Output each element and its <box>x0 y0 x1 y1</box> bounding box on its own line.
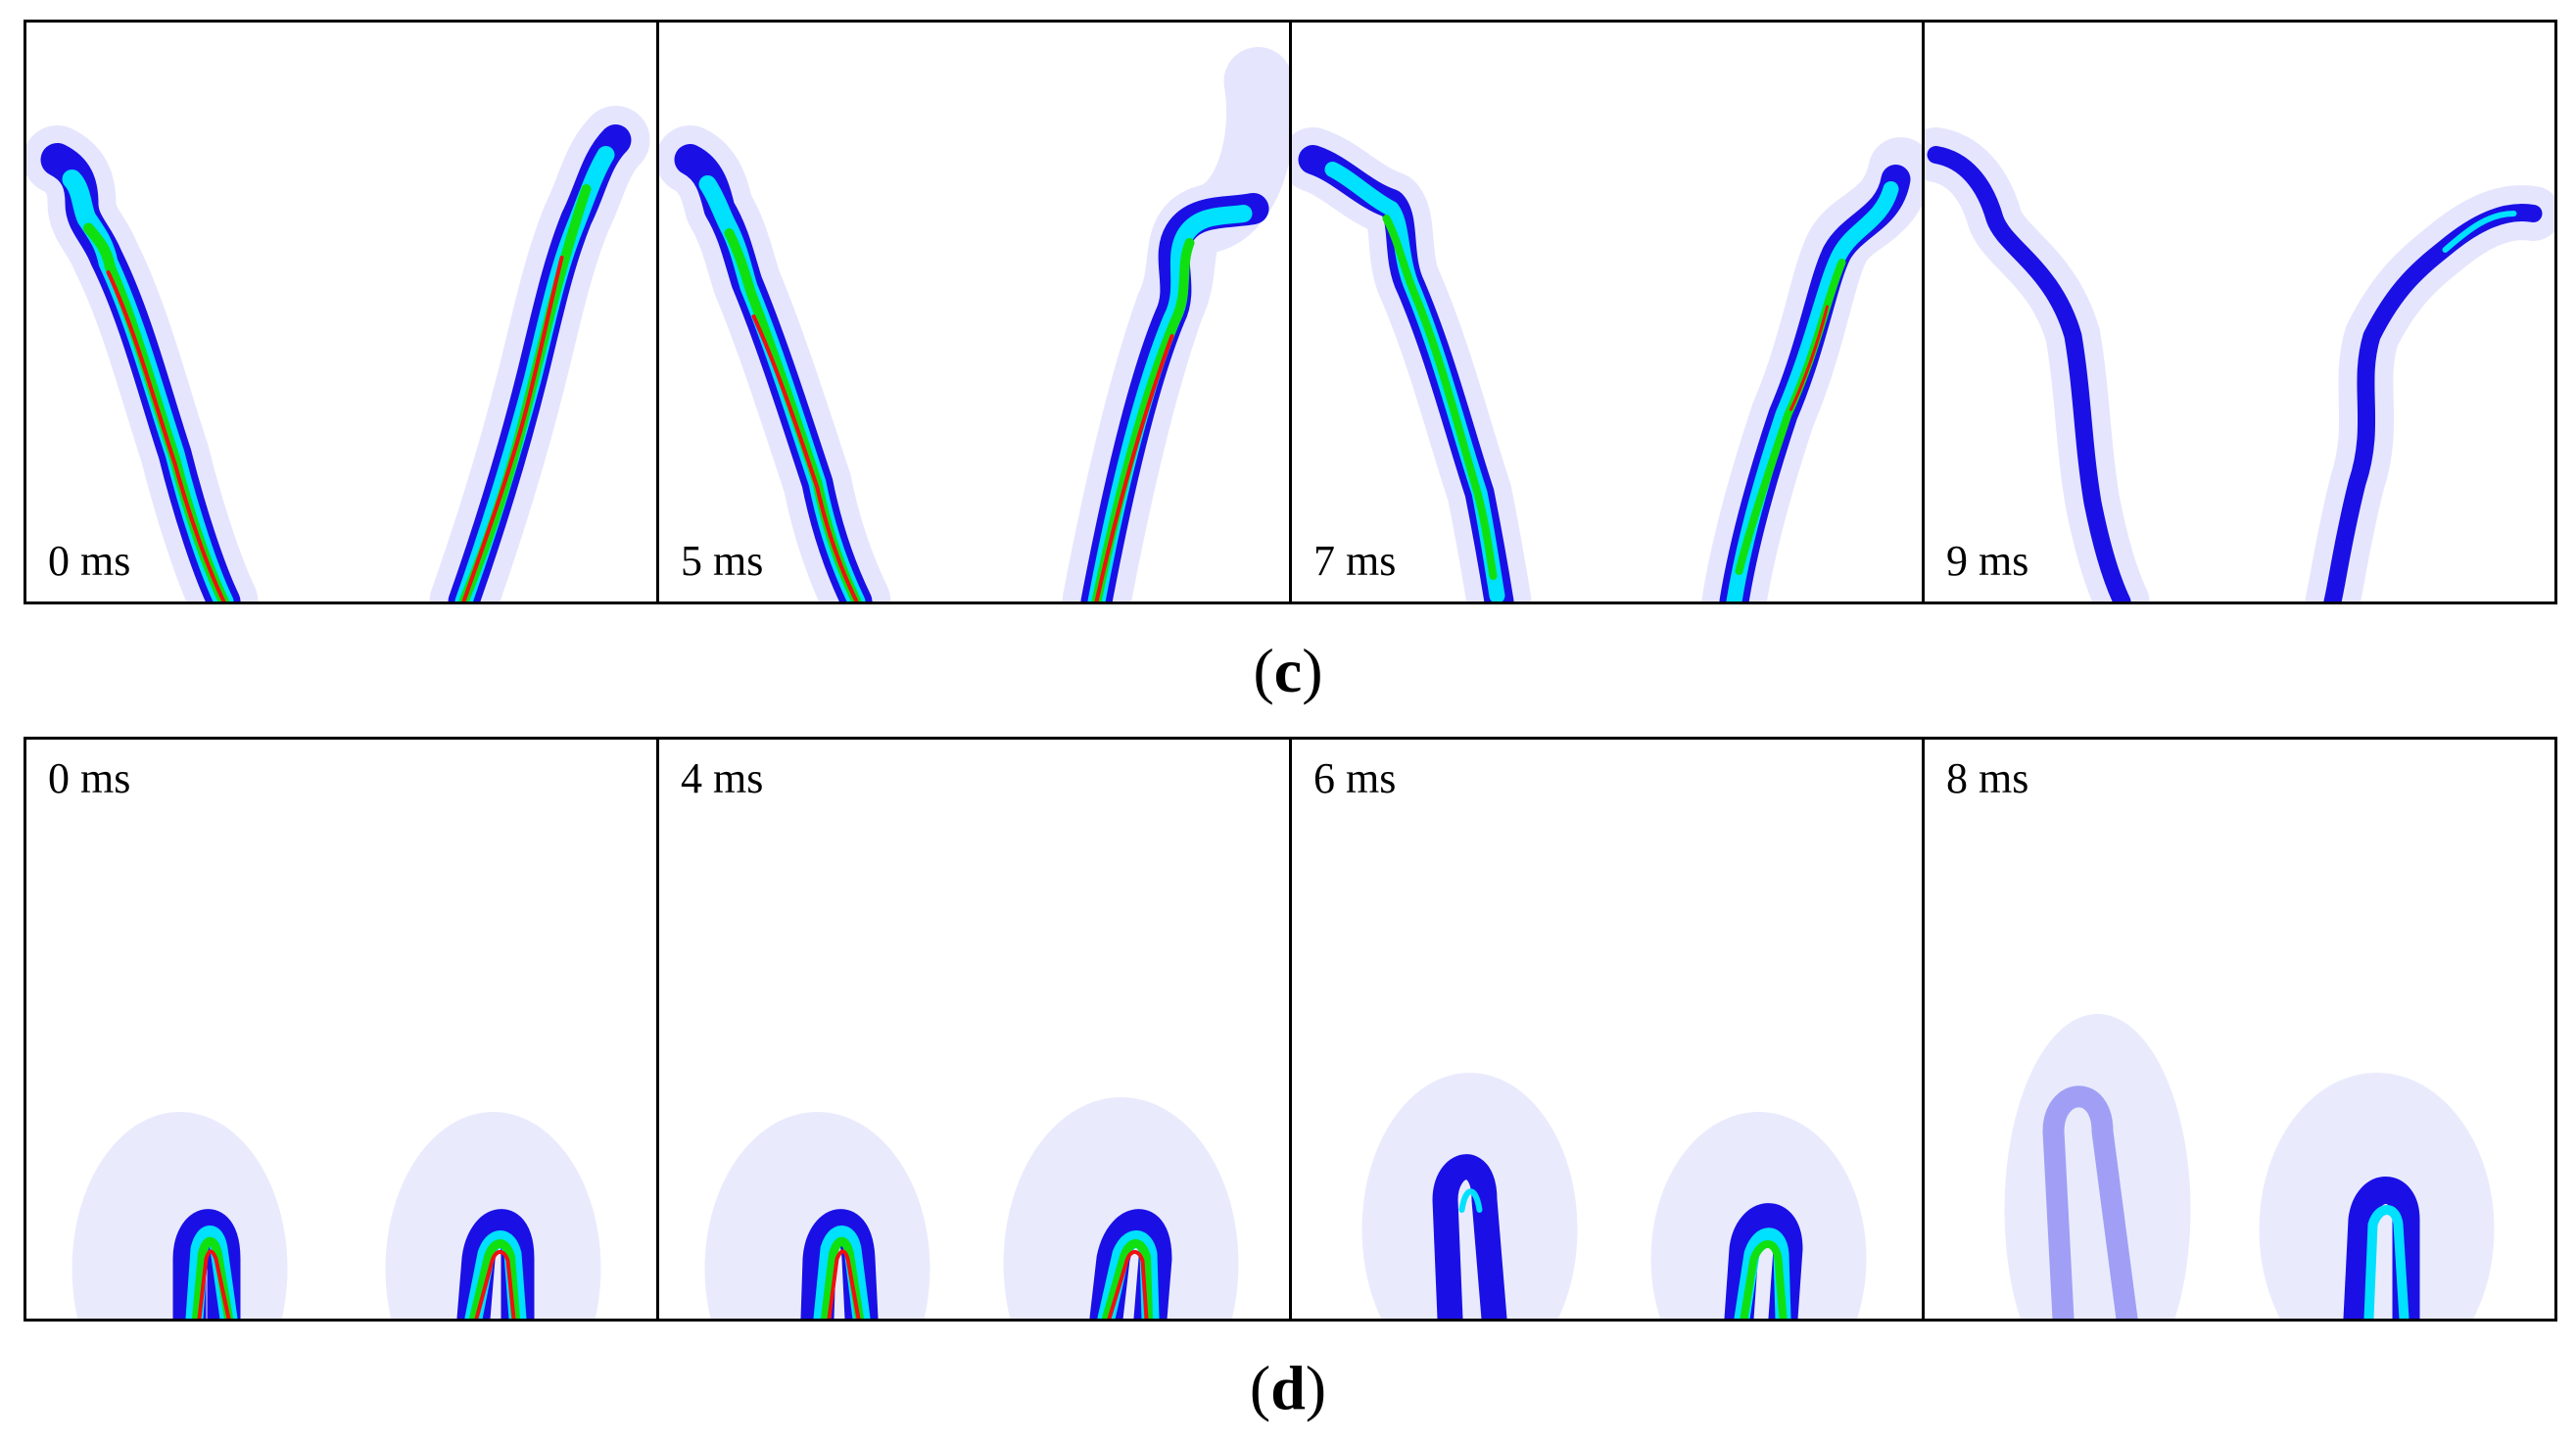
time-label: 8 ms <box>1946 754 2029 802</box>
time-label: 7 ms <box>1313 537 1397 585</box>
time-label: 6 ms <box>1313 754 1397 802</box>
panel-c-3: 7 ms <box>1289 23 1922 601</box>
caption-d: (d) <box>1249 1353 1327 1422</box>
time-label: 5 ms <box>681 537 764 585</box>
time-label: 9 ms <box>1946 537 2029 585</box>
flame-contour-c-1 <box>26 106 650 601</box>
panel-d-2: 4 ms <box>656 740 1289 1319</box>
flame-contour-d-2 <box>704 1097 1239 1319</box>
caption-letter: c <box>1273 636 1303 705</box>
panel-c-2: 5 ms <box>656 23 1289 601</box>
flame-contour-c-4 <box>1925 127 2554 601</box>
flame-contour-d-1 <box>72 1112 601 1319</box>
panel-d-3: 6 ms <box>1289 740 1922 1319</box>
panel-c-4: 9 ms <box>1922 23 2554 601</box>
time-label: 0 ms <box>48 754 131 802</box>
panel-d-4: 8 ms <box>1922 740 2554 1319</box>
panel-c-1: 0 ms <box>26 23 656 601</box>
caption-c: (c) <box>1253 636 1323 705</box>
row-d: 0 ms 4 ms <box>24 737 2557 1322</box>
flame-contour-c-2 <box>659 47 1289 601</box>
row-c: 0 ms 5 ms <box>24 20 2557 604</box>
flame-contour-d-3 <box>1361 1073 1867 1319</box>
flame-contour-c-3 <box>1292 127 1922 601</box>
caption-letter: d <box>1270 1353 1306 1422</box>
time-label: 0 ms <box>48 537 131 585</box>
flame-contour-d-4 <box>2004 1014 2495 1319</box>
time-label: 4 ms <box>681 754 764 802</box>
panel-d-1: 0 ms <box>26 740 656 1319</box>
